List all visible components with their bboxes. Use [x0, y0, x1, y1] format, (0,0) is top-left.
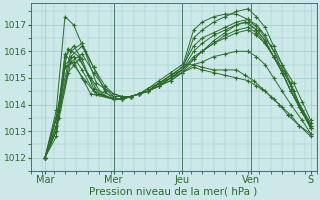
X-axis label: Pression niveau de la mer( hPa ): Pression niveau de la mer( hPa ): [90, 187, 258, 197]
